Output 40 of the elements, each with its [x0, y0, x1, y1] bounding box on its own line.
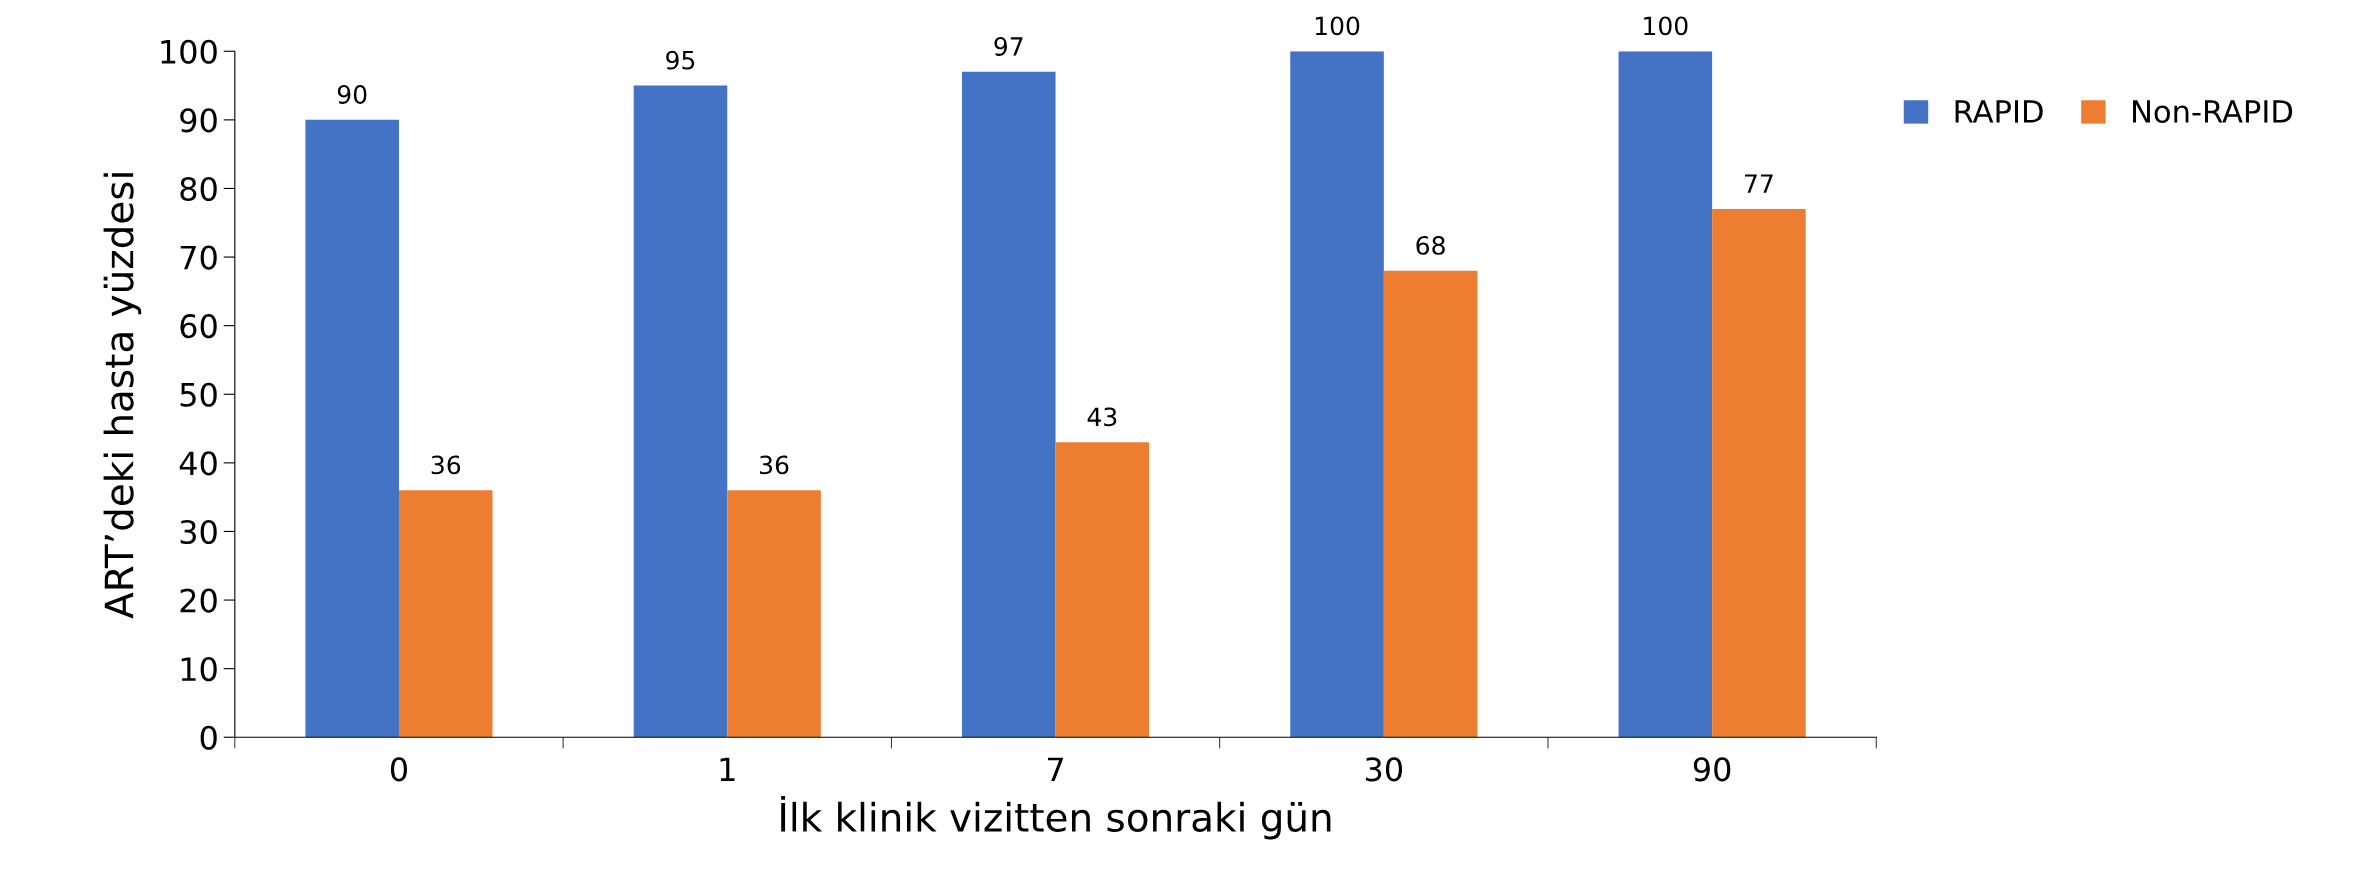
y-axis-title: ART’deki hasta yüzdesi [103, 173, 142, 619]
x-tick-label: 7 [1048, 757, 1063, 781]
bar [961, 71, 1056, 738]
y-tick-label: 30 [180, 519, 217, 545]
x-tick-label: 1 [720, 757, 735, 781]
x-tick-label: 0 [390, 757, 408, 782]
y-tick-label: 40 [179, 451, 217, 476]
y-tick-label: 10 [181, 657, 217, 682]
x-tick-label: 90 [1693, 757, 1731, 782]
bar [1712, 209, 1806, 738]
data-label: 36 [431, 455, 461, 475]
bar [1290, 51, 1384, 738]
bar [1055, 442, 1150, 738]
legend-label: Non-RAPID [2133, 100, 2293, 123]
bar [398, 490, 493, 738]
bar [305, 119, 399, 738]
data-label: 77 [1745, 174, 1773, 193]
y-tick-label: 80 [180, 176, 217, 202]
y-tick-label: 50 [180, 382, 217, 407]
data-label: 68 [1416, 235, 1445, 255]
data-label: 95 [666, 50, 695, 70]
data-label: 100 [1644, 16, 1688, 36]
legend-label: RAPID [1955, 100, 2043, 123]
data-label: 90 [337, 85, 367, 104]
x-axis-title: İlk klinik vizitten sonraki gün [781, 795, 1331, 840]
data-label: 43 [1087, 407, 1117, 427]
data-label: 97 [994, 36, 1023, 56]
bar [727, 490, 821, 738]
y-tick-label: 100 [161, 39, 217, 64]
data-label: 100 [1315, 16, 1360, 36]
data-label: 36 [760, 455, 789, 475]
y-tick-label: 90 [180, 108, 217, 133]
y-tick-label: 70 [180, 245, 217, 270]
bar [1618, 51, 1713, 738]
bar [633, 85, 728, 738]
bar [1383, 270, 1478, 738]
y-tick-label: 20 [180, 588, 217, 613]
y-tick-label: 60 [180, 314, 217, 339]
x-tick-label: 30 [1365, 757, 1403, 782]
y-tick-label: 0 [200, 725, 217, 750]
